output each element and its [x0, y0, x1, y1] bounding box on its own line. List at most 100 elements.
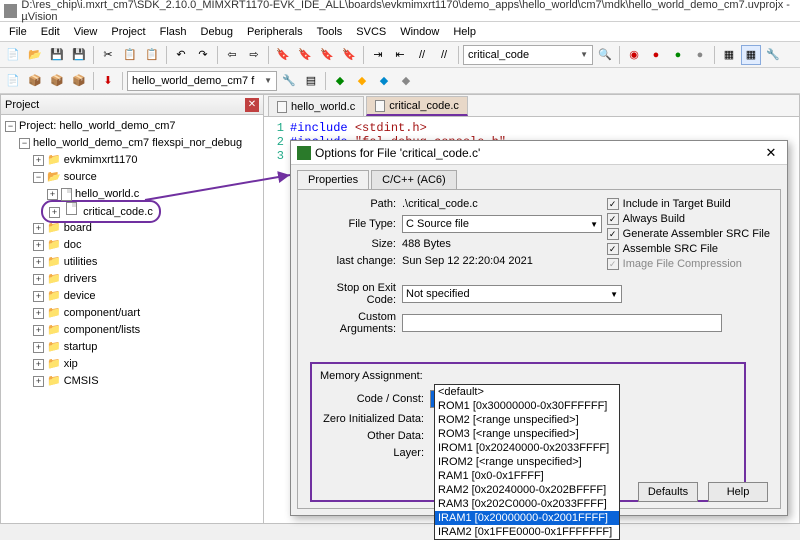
- expand-icon[interactable]: +: [49, 207, 60, 218]
- config-icon[interactable]: ▦: [741, 45, 761, 65]
- codeconst-dropdown-list[interactable]: <default> ROM1 [0x30000000-0x30FFFFFF] R…: [434, 384, 620, 540]
- dropdown-option[interactable]: IROM2 [<range unspecified>]: [435, 455, 619, 469]
- expand-icon[interactable]: +: [47, 189, 58, 200]
- expand-icon[interactable]: +: [33, 291, 44, 302]
- breakpoint-icon[interactable]: ●: [646, 45, 666, 65]
- save-icon[interactable]: 💾: [47, 45, 67, 65]
- menu-window[interactable]: Window: [393, 24, 446, 40]
- menu-edit[interactable]: Edit: [34, 24, 67, 40]
- dropdown-option[interactable]: ROM3 [<range unspecified>]: [435, 427, 619, 441]
- expand-icon[interactable]: +: [33, 376, 44, 387]
- menu-peripherals[interactable]: Peripherals: [240, 24, 310, 40]
- dropdown-option[interactable]: IRAM2 [0x1FFE0000-0x1FFFFFFF]: [435, 525, 619, 539]
- tab-critical-code[interactable]: critical_code.c: [366, 96, 468, 116]
- rebuild-icon[interactable]: 📦: [47, 71, 67, 91]
- nav-back-icon[interactable]: ⇦: [222, 45, 242, 65]
- dropdown-option[interactable]: ROM2 [<range unspecified>]: [435, 413, 619, 427]
- menu-flash[interactable]: Flash: [153, 24, 194, 40]
- find-combo[interactable]: critical_code ▼: [463, 45, 593, 65]
- checkbox-icon[interactable]: ✓: [607, 198, 619, 210]
- cut-icon[interactable]: ✂: [98, 45, 118, 65]
- build-icon[interactable]: 📄: [3, 71, 23, 91]
- save-all-icon[interactable]: 💾: [69, 45, 89, 65]
- customargs-input[interactable]: [402, 314, 722, 332]
- menu-project[interactable]: Project: [104, 24, 152, 40]
- outdent-icon[interactable]: ⇤: [390, 45, 410, 65]
- tree-folder-uart[interactable]: + component/uart: [5, 305, 259, 322]
- expand-icon[interactable]: +: [33, 359, 44, 370]
- debug-icon[interactable]: ◉: [624, 45, 644, 65]
- check-always[interactable]: ✓ Always Build: [607, 213, 770, 225]
- manage-icon[interactable]: ▤: [301, 71, 321, 91]
- defaults-button[interactable]: Defaults: [638, 482, 698, 502]
- bookmark-next-icon[interactable]: 🔖: [317, 45, 337, 65]
- bookmark-clear-icon[interactable]: 🔖: [339, 45, 359, 65]
- tab-cc[interactable]: C/C++ (AC6): [371, 170, 457, 190]
- menu-file[interactable]: File: [2, 24, 34, 40]
- tab-properties[interactable]: Properties: [297, 170, 369, 190]
- expand-icon[interactable]: +: [33, 223, 44, 234]
- dropdown-option[interactable]: RAM1 [0x0-0x1FFFF]: [435, 469, 619, 483]
- collapse-icon[interactable]: −: [33, 172, 44, 183]
- dropdown-option[interactable]: RAM3 [0x202C0000-0x2033FFFF]: [435, 497, 619, 511]
- expand-icon[interactable]: +: [33, 155, 44, 166]
- undo-icon[interactable]: ↶: [171, 45, 191, 65]
- bookmark-prev-icon[interactable]: 🔖: [295, 45, 315, 65]
- check-include[interactable]: ✓ Include in Target Build: [607, 198, 770, 210]
- pack4-icon[interactable]: ◆: [396, 71, 416, 91]
- menu-debug[interactable]: Debug: [194, 24, 240, 40]
- check-asmsrc[interactable]: ✓ Assemble SRC File: [607, 243, 770, 255]
- stopexit-select[interactable]: Not specified ▼: [402, 285, 622, 303]
- tree-folder-cmsis[interactable]: + CMSIS: [5, 373, 259, 390]
- dropdown-option[interactable]: <default>: [435, 385, 619, 399]
- dropdown-option[interactable]: RAM2 [0x20240000-0x202BFFFF]: [435, 483, 619, 497]
- menu-svcs[interactable]: SVCS: [349, 24, 393, 40]
- close-icon[interactable]: ✕: [761, 144, 781, 162]
- expand-icon[interactable]: +: [33, 325, 44, 336]
- batch-build-icon[interactable]: 📦: [69, 71, 89, 91]
- tree-folder-utilities[interactable]: + utilities: [5, 254, 259, 271]
- tree-folder-xip[interactable]: + xip: [5, 356, 259, 373]
- tree-folder-device[interactable]: + device: [5, 288, 259, 305]
- tab-hello-world[interactable]: hello_world.c: [268, 96, 364, 116]
- check-genasm[interactable]: ✓ Generate Assembler SRC File: [607, 228, 770, 240]
- dropdown-option[interactable]: IROM1 [0x20240000-0x2033FFFF]: [435, 441, 619, 455]
- wrench-icon[interactable]: 🔧: [763, 45, 783, 65]
- checkbox-icon[interactable]: ✓: [607, 213, 619, 225]
- tree-folder-lists[interactable]: + component/lists: [5, 322, 259, 339]
- tree-folder-drivers[interactable]: + drivers: [5, 271, 259, 288]
- target-combo[interactable]: hello_world_demo_cm7 f ▼: [127, 71, 277, 91]
- tree-folder-source[interactable]: − source: [5, 169, 259, 186]
- close-icon[interactable]: ✕: [245, 98, 259, 112]
- menu-help[interactable]: Help: [446, 24, 483, 40]
- breakpoint3-icon[interactable]: ●: [690, 45, 710, 65]
- dropdown-option[interactable]: ROM1 [0x30000000-0x30FFFFFF]: [435, 399, 619, 413]
- menu-view[interactable]: View: [67, 24, 105, 40]
- download-icon[interactable]: ⬇: [98, 71, 118, 91]
- redo-icon[interactable]: ↷: [193, 45, 213, 65]
- pack-icon[interactable]: ◆: [330, 71, 350, 91]
- find-icon[interactable]: 🔍: [595, 45, 615, 65]
- nav-fwd-icon[interactable]: ⇨: [244, 45, 264, 65]
- expand-icon[interactable]: +: [33, 240, 44, 251]
- expand-icon[interactable]: +: [33, 308, 44, 319]
- tree-file-critical[interactable]: + critical_code.c: [5, 203, 259, 220]
- expand-icon[interactable]: +: [33, 342, 44, 353]
- tree-target[interactable]: − hello_world_demo_cm7 flexspi_nor_debug: [5, 135, 259, 152]
- pack3-icon[interactable]: ◆: [374, 71, 394, 91]
- build-target-icon[interactable]: 📦: [25, 71, 45, 91]
- options-icon[interactable]: 🔧: [279, 71, 299, 91]
- menu-tools[interactable]: Tools: [310, 24, 350, 40]
- collapse-icon[interactable]: −: [19, 138, 30, 149]
- tree-folder-doc[interactable]: + doc: [5, 237, 259, 254]
- checkbox-icon[interactable]: ✓: [607, 243, 619, 255]
- help-button[interactable]: Help: [708, 482, 768, 502]
- dropdown-option-selected[interactable]: IRAM1 [0x20000000-0x2001FFFF]: [435, 511, 619, 525]
- tree-root[interactable]: − Project: hello_world_demo_cm7: [5, 118, 259, 135]
- bookmark-icon[interactable]: 🔖: [273, 45, 293, 65]
- comment-icon[interactable]: //: [412, 45, 432, 65]
- expand-icon[interactable]: +: [33, 274, 44, 285]
- tree-folder-evkmimxrt[interactable]: + evkmimxrt1170: [5, 152, 259, 169]
- expand-icon[interactable]: +: [33, 257, 44, 268]
- open-icon[interactable]: 📂: [25, 45, 45, 65]
